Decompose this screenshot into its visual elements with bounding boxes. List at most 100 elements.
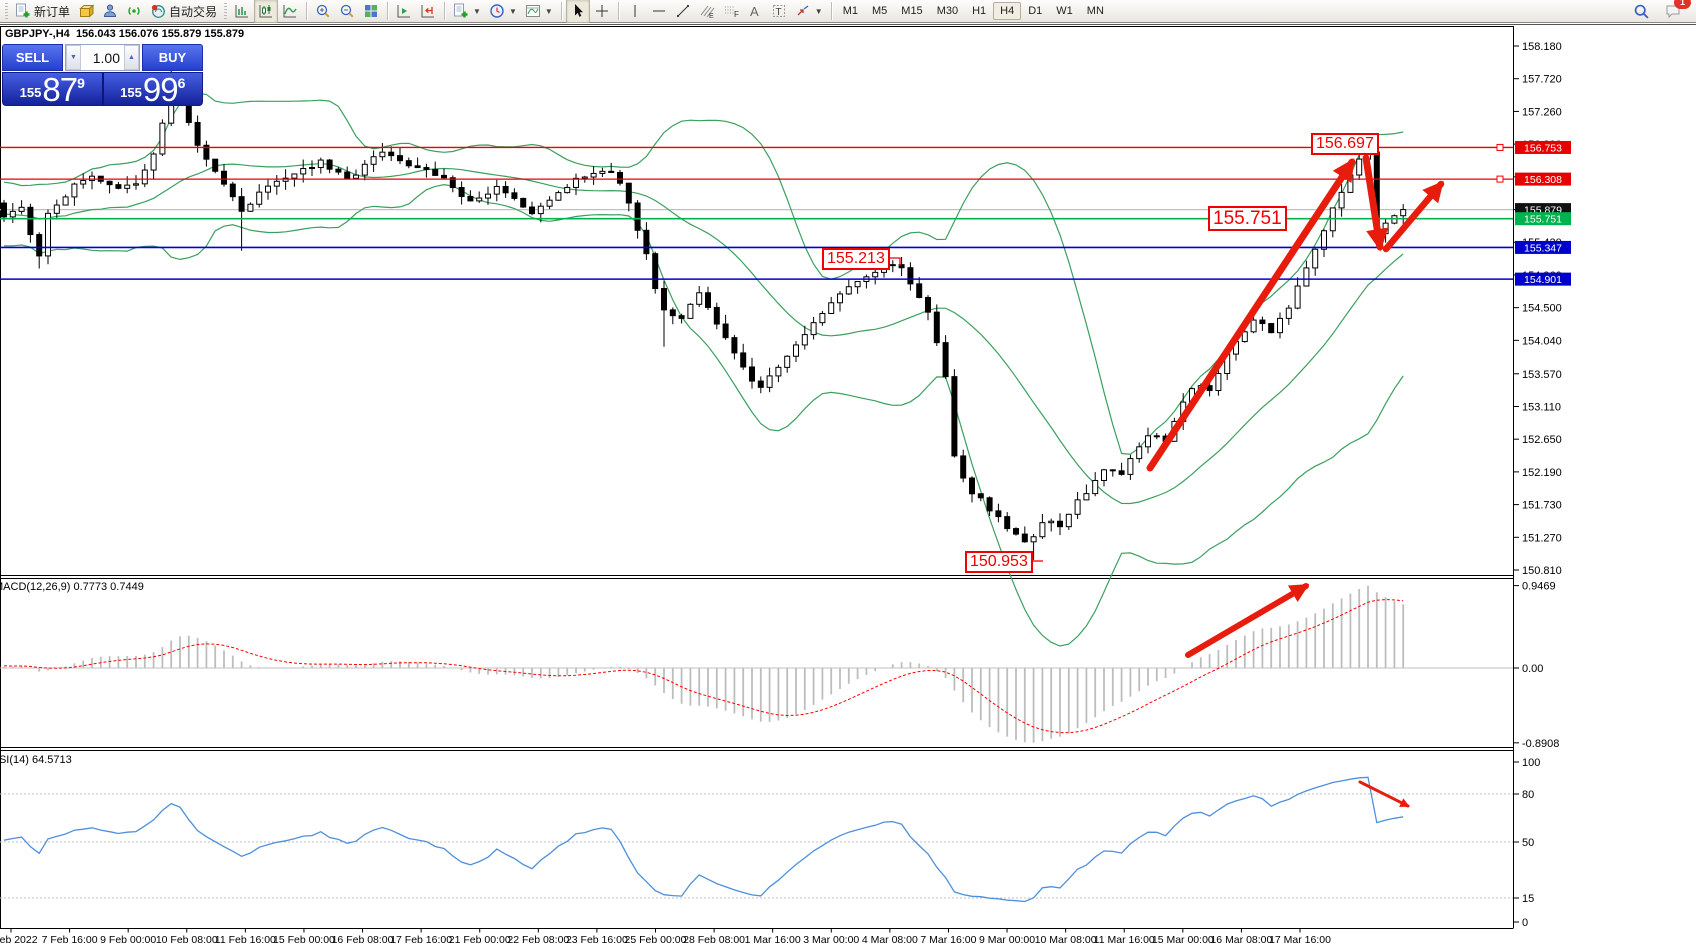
timeframe-w1[interactable]: W1 bbox=[1056, 5, 1073, 17]
auto-scroll-button[interactable] bbox=[392, 0, 416, 23]
toolbar-grip[interactable] bbox=[224, 3, 228, 19]
buy-price-big: 99 bbox=[142, 70, 179, 108]
arrows-icon bbox=[797, 5, 809, 16]
templates-button[interactable]: ▼ bbox=[521, 0, 557, 23]
new-chart-button[interactable]: ▼ bbox=[449, 0, 485, 23]
sell-price-big: 87 bbox=[42, 70, 78, 108]
svg-text:9 Feb 00:00: 9 Feb 00:00 bbox=[100, 934, 156, 946]
trendline-tool-button[interactable] bbox=[671, 0, 695, 23]
zoom-out-button[interactable] bbox=[335, 0, 359, 23]
autotrading-label: 自动交易 bbox=[169, 4, 218, 19]
text-tool-button[interactable]: A bbox=[743, 0, 767, 23]
zoom-in-button[interactable] bbox=[311, 0, 335, 23]
svg-text:151.270: 151.270 bbox=[1522, 532, 1562, 544]
svg-text:22 Feb 08:00: 22 Feb 08:00 bbox=[507, 934, 569, 946]
svg-text:154.500: 154.500 bbox=[1522, 303, 1562, 315]
svg-text:11 Mar 16:00: 11 Mar 16:00 bbox=[1094, 934, 1155, 946]
svg-text:7 Feb 16:00: 7 Feb 16:00 bbox=[42, 934, 98, 946]
svg-text:152.650: 152.650 bbox=[1522, 434, 1562, 446]
signals-icon bbox=[128, 6, 140, 16]
timeframe-m1[interactable]: M1 bbox=[842, 5, 858, 17]
svg-text:21 Feb 00:00: 21 Feb 00:00 bbox=[449, 934, 511, 946]
tile-windows-button[interactable] bbox=[359, 0, 383, 23]
svg-text:15 Mar 00:00: 15 Mar 00:00 bbox=[1152, 934, 1214, 946]
bar-chart-button[interactable] bbox=[230, 0, 254, 23]
buy-button[interactable]: BUY bbox=[142, 44, 203, 71]
main-toolbar: 新订单 自动交易 ▼ ▼ bbox=[0, 0, 1696, 25]
price-annotation-155.751[interactable]: 155.751 bbox=[1208, 206, 1287, 232]
svg-text:0.9469: 0.9469 bbox=[1522, 581, 1556, 593]
line-chart-icon bbox=[283, 5, 297, 18]
svg-text:23 Feb 16:00: 23 Feb 16:00 bbox=[566, 934, 628, 946]
svg-text:3 Mar 00:00: 3 Mar 00:00 bbox=[803, 934, 859, 946]
community-button[interactable] bbox=[98, 0, 122, 23]
chart-shift-icon bbox=[421, 5, 435, 18]
horizontal-line-icon bbox=[652, 10, 665, 12]
vertical-line-tool-button[interactable] bbox=[623, 0, 647, 23]
svg-text:11 Feb 16:00: 11 Feb 16:00 bbox=[215, 934, 276, 946]
new-chart-icon bbox=[454, 3, 468, 18]
toolbar-grip[interactable] bbox=[5, 3, 8, 19]
vertical-line-icon bbox=[634, 5, 636, 17]
volume-increase-button[interactable]: ▲ bbox=[124, 45, 139, 70]
timeframe-m5[interactable]: M5 bbox=[872, 5, 888, 17]
svg-text:15: 15 bbox=[1522, 893, 1534, 905]
new-order-button[interactable]: 新订单 bbox=[11, 0, 74, 23]
svg-text:152.190: 152.190 bbox=[1522, 467, 1562, 479]
price-annotation-155.213[interactable]: 155.213 bbox=[822, 248, 890, 270]
svg-text:158.180: 158.180 bbox=[1522, 41, 1562, 53]
fibonacci-tool-button[interactable]: F bbox=[719, 0, 743, 23]
periods-button[interactable]: ▼ bbox=[485, 0, 521, 23]
sell-button[interactable]: SELL bbox=[2, 44, 63, 71]
sell-price-display[interactable]: 155 87 9 bbox=[3, 70, 102, 108]
buy-price-display[interactable]: 155 99 6 bbox=[101, 70, 203, 108]
svg-text:1 Mar 16:00: 1 Mar 16:00 bbox=[745, 934, 801, 946]
symbol-period-label: GBPJPY-,H4 bbox=[5, 28, 70, 40]
price-axis: 158.180157.720157.260156.800156.340155.8… bbox=[1513, 41, 1562, 577]
timeframe-m30[interactable]: M30 bbox=[936, 5, 959, 17]
volume-input[interactable]: 1.00 bbox=[92, 50, 120, 66]
svg-text:25 Feb 00:00: 25 Feb 00:00 bbox=[625, 934, 687, 946]
new-order-icon bbox=[16, 3, 30, 18]
svg-text:E: E bbox=[709, 13, 714, 19]
autotrading-button[interactable]: 自动交易 bbox=[146, 0, 221, 23]
timeframe-h1[interactable]: H1 bbox=[972, 5, 987, 17]
chevron-down-icon: ▼ bbox=[544, 6, 553, 16]
chevron-down-icon: ▼ bbox=[473, 6, 481, 16]
chat-button[interactable]: 1 bbox=[1660, 0, 1691, 23]
chart-shift-button[interactable] bbox=[416, 0, 440, 23]
timeframe-d1[interactable]: D1 bbox=[1028, 5, 1043, 17]
panel-borders bbox=[0, 26, 1514, 929]
price-annotation-156.697[interactable]: 156.697 bbox=[1311, 133, 1379, 155]
svg-text:28 Feb 08:00: 28 Feb 08:00 bbox=[683, 934, 745, 946]
market-icon bbox=[79, 4, 95, 18]
timeframe-h4[interactable]: H4 bbox=[993, 2, 1022, 20]
signals-button[interactable] bbox=[122, 0, 146, 23]
market-button[interactable] bbox=[74, 0, 98, 23]
equidistant-channel-tool-button[interactable]: E bbox=[695, 0, 719, 23]
search-button[interactable] bbox=[1629, 0, 1654, 23]
candlestick-chart-button[interactable] bbox=[254, 0, 279, 23]
cursor-tool-button[interactable] bbox=[565, 0, 590, 23]
horizontal-line-tool-button[interactable] bbox=[647, 0, 671, 23]
volume-stepper: ▼ 1.00 ▲ bbox=[65, 44, 140, 71]
svg-text:151.730: 151.730 bbox=[1522, 500, 1562, 512]
text-label-tool-button[interactable]: T bbox=[767, 0, 791, 23]
svg-text:154.040: 154.040 bbox=[1522, 335, 1562, 347]
period-clock-icon bbox=[490, 4, 504, 18]
timeframe-m15[interactable]: M15 bbox=[901, 5, 923, 17]
trend-arrows[interactable] bbox=[1146, 154, 1445, 808]
bar-chart-icon bbox=[235, 5, 249, 18]
svg-text:156.753: 156.753 bbox=[1524, 142, 1562, 154]
price-annotation-150.953[interactable]: 150.953 bbox=[965, 551, 1033, 573]
arrows-tool-button[interactable]: ▼ bbox=[791, 0, 827, 23]
timeframe-mn[interactable]: MN bbox=[1086, 5, 1104, 17]
line-chart-button[interactable] bbox=[278, 0, 302, 23]
cursor-icon bbox=[574, 4, 583, 17]
volume-decrease-button[interactable]: ▼ bbox=[66, 45, 81, 70]
crosshair-tool-button[interactable] bbox=[590, 0, 614, 23]
chevron-down-icon: ▼ bbox=[508, 6, 517, 16]
svg-text:7 Mar 16:00: 7 Mar 16:00 bbox=[920, 934, 976, 946]
candlestick-series bbox=[1, 62, 1407, 560]
